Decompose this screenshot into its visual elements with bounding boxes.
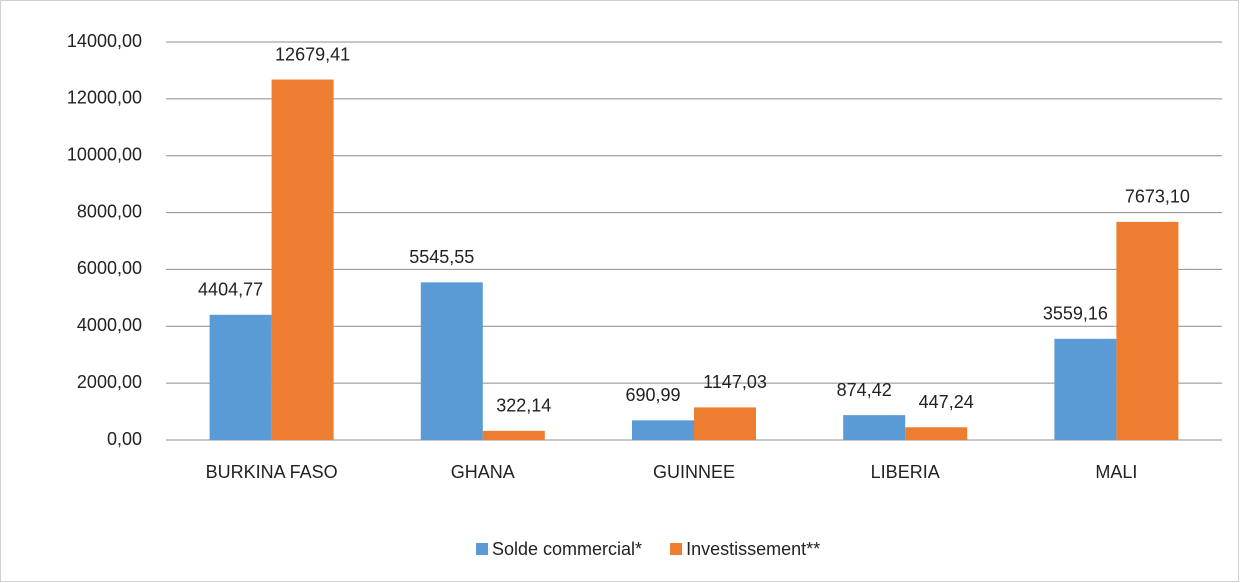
data-label: 322,14 — [496, 396, 551, 416]
x-tick-label: BURKINA FASO — [206, 462, 338, 482]
y-tick-label: 8000,00 — [77, 201, 142, 221]
legend-swatch — [670, 543, 683, 555]
x-tick-label: GHANA — [451, 462, 515, 482]
data-label: 3559,16 — [1043, 304, 1108, 324]
bar — [905, 427, 968, 440]
y-tick-label: 2000,00 — [77, 372, 142, 392]
data-label: 12679,41 — [275, 44, 350, 64]
bar — [420, 282, 483, 440]
bar — [843, 415, 906, 440]
y-tick-label: 14000,00 — [67, 31, 142, 51]
bar — [271, 79, 334, 441]
y-tick-label: 0,00 — [107, 429, 142, 449]
y-tick-label: 4000,00 — [77, 315, 142, 335]
data-label: 7673,10 — [1125, 187, 1190, 207]
legend-label: Investissement** — [686, 539, 820, 559]
bar — [482, 430, 545, 440]
x-tick-label: MALI — [1095, 462, 1137, 482]
data-label: 1147,03 — [703, 372, 767, 392]
y-tick-label: 10000,00 — [67, 144, 142, 164]
bar — [209, 314, 272, 440]
data-label: 4404,77 — [198, 280, 263, 300]
y-tick-label: 6000,00 — [77, 258, 142, 278]
data-label: 690,99 — [625, 385, 680, 405]
bar — [632, 420, 694, 440]
x-tick-label: LIBERIA — [871, 462, 940, 482]
legend-label: Solde commercial* — [492, 539, 642, 559]
data-label: 874,42 — [837, 380, 892, 400]
legend-swatch — [476, 543, 488, 555]
x-tick-label: GUINNEE — [653, 462, 735, 482]
data-label: 5545,55 — [409, 247, 474, 267]
bar — [1116, 221, 1179, 440]
bar — [1054, 338, 1117, 440]
data-label: 447,24 — [919, 392, 974, 412]
bar — [694, 407, 756, 440]
y-tick-label: 12000,00 — [67, 88, 142, 108]
